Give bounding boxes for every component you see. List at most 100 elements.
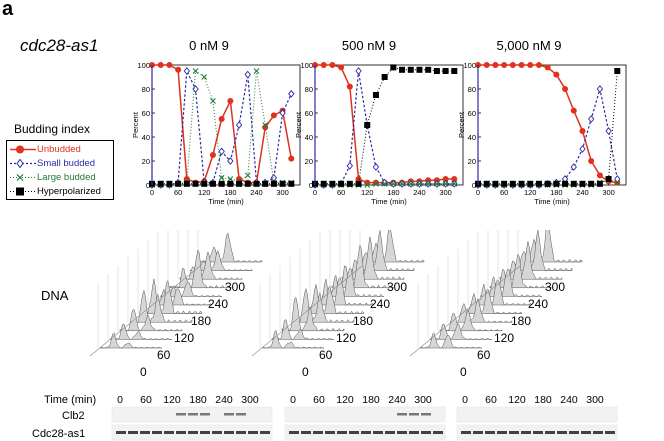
dna-time-label: 180 [191,314,211,328]
dna-time-label: 240 [528,297,548,311]
dna-time-label: 120 [494,331,514,345]
data-point-large-budded [253,68,260,74]
western-blots: 0 60 120 180 240 300 0 60 120 180 240 300 0 60 120 180 2… [111,394,618,441]
blot-band [473,431,483,434]
data-point-small-budded [279,109,286,117]
dna-histogram-slice [419,332,482,349]
data-point-unbudded [492,62,499,68]
dna-time-label: 0 [140,365,147,379]
legend-title: Budding index [14,122,91,136]
data-point-large-budded [262,122,269,128]
blot-strip-clb2 [456,406,618,423]
x-marker-icon [10,174,36,181]
chart-1: 0 20 40 60 80 100 0 60 120 180 240 300 Percent Time (… [294,61,464,206]
dna-time-label: 120 [174,331,194,345]
x-tick-label: 60 [500,188,508,197]
data-point-unbudded [227,98,234,104]
data-point-unbudded [518,62,525,68]
data-point-hyperpolarized [501,180,508,187]
data-point-hyperpolarized [262,180,269,187]
data-point-small-budded [587,115,595,123]
legend: Unbudded Small budded Large budded Hyper… [6,140,114,200]
x-tick-label: 300 [439,188,452,197]
x-tick-label: 0 [150,188,154,197]
blot-band [421,413,431,416]
dna-time-label: 120 [336,331,356,345]
data-point-hyperpolarized [588,180,595,187]
x-tick-label: 180 [387,188,400,197]
data-point-small-budded [183,67,191,75]
blot-band [397,413,407,416]
blot-band [373,431,383,434]
dna-depth-axis [251,265,363,357]
blot-band [581,431,591,434]
x-tick-label: 0 [313,188,317,197]
dna-histogram-slice [271,319,334,340]
blot-band [236,413,246,416]
blot-time-label: 60 [485,394,497,406]
data-point-small-budded [579,145,586,153]
x-tick-label: 240 [250,188,263,197]
budding-index-charts: 0 20 40 60 80 100 0 60 120 180 240 300 Percent Time (… [131,61,627,206]
series-line-small-budded [152,68,292,186]
blot-band [497,431,507,434]
blot-time-label: 60 [140,394,152,406]
blot-band [176,431,186,434]
blot-time-label: 0 [462,394,468,406]
chart-0: 0 20 40 60 80 100 0 60 120 180 240 300 Percent Time (… [131,61,301,206]
y-tick-label: 100 [137,61,150,70]
blot-band [188,431,198,434]
series-line-unbudded [152,64,293,184]
data-point-unbudded [570,107,577,114]
dna-histogram-slice [169,249,232,289]
data-point-large-budded [364,182,371,188]
x-tick-label: 300 [276,188,289,197]
data-point-unbudded [588,158,595,164]
y-tick-label: 20 [468,157,476,166]
filled-square-marker-icon [10,187,36,196]
dna-depth-axis [409,265,521,357]
data-point-small-budded [355,67,362,75]
blot-time-label: 300 [414,394,432,406]
series-line-unbudded [478,64,618,184]
blot-band [569,431,579,434]
x-tick-label: 240 [413,188,426,197]
data-point-unbudded [509,62,516,68]
y-tick-label: 60 [468,109,476,118]
data-point-small-budded [244,70,251,79]
y-tick-label: 100 [300,61,313,70]
data-point-small-budded [596,85,604,93]
data-point-hyperpolarized [227,180,234,187]
data-point-large-budded [218,174,225,181]
data-point-unbudded [270,112,277,119]
data-point-unbudded [501,62,508,68]
data-point-hyperpolarized [338,180,345,187]
open-diamond-marker-icon [10,158,36,169]
x-tick-label: 300 [602,188,615,197]
y-tick-label: 100 [463,61,476,70]
y-axis-label: Percent [131,111,140,138]
data-point-large-budded [433,180,440,187]
dna-time-label: 240 [208,297,228,311]
data-point-unbudded [320,62,327,68]
x-axis-label: Time (min) [208,197,244,206]
data-point-large-budded [381,180,388,187]
data-point-hyperpolarized [527,180,534,187]
dna-time-label: 60 [477,348,491,362]
data-point-hyperpolarized [518,180,525,187]
data-point-large-budded [244,172,251,179]
data-point-hyperpolarized [390,64,397,71]
data-point-hyperpolarized [201,180,208,187]
data-point-large-budded [416,180,423,187]
blot-time-label: 180 [189,394,207,406]
blot-band [545,431,555,434]
data-point-small-budded [288,89,295,98]
data-point-unbudded [483,62,490,68]
dna-histogram-slice [291,288,355,323]
data-point-unbudded [527,62,534,68]
blot-band [224,431,234,434]
series-line-hyperpolarized [478,70,618,185]
x-tick-label: 240 [576,188,589,197]
data-point-small-budded [605,127,612,135]
